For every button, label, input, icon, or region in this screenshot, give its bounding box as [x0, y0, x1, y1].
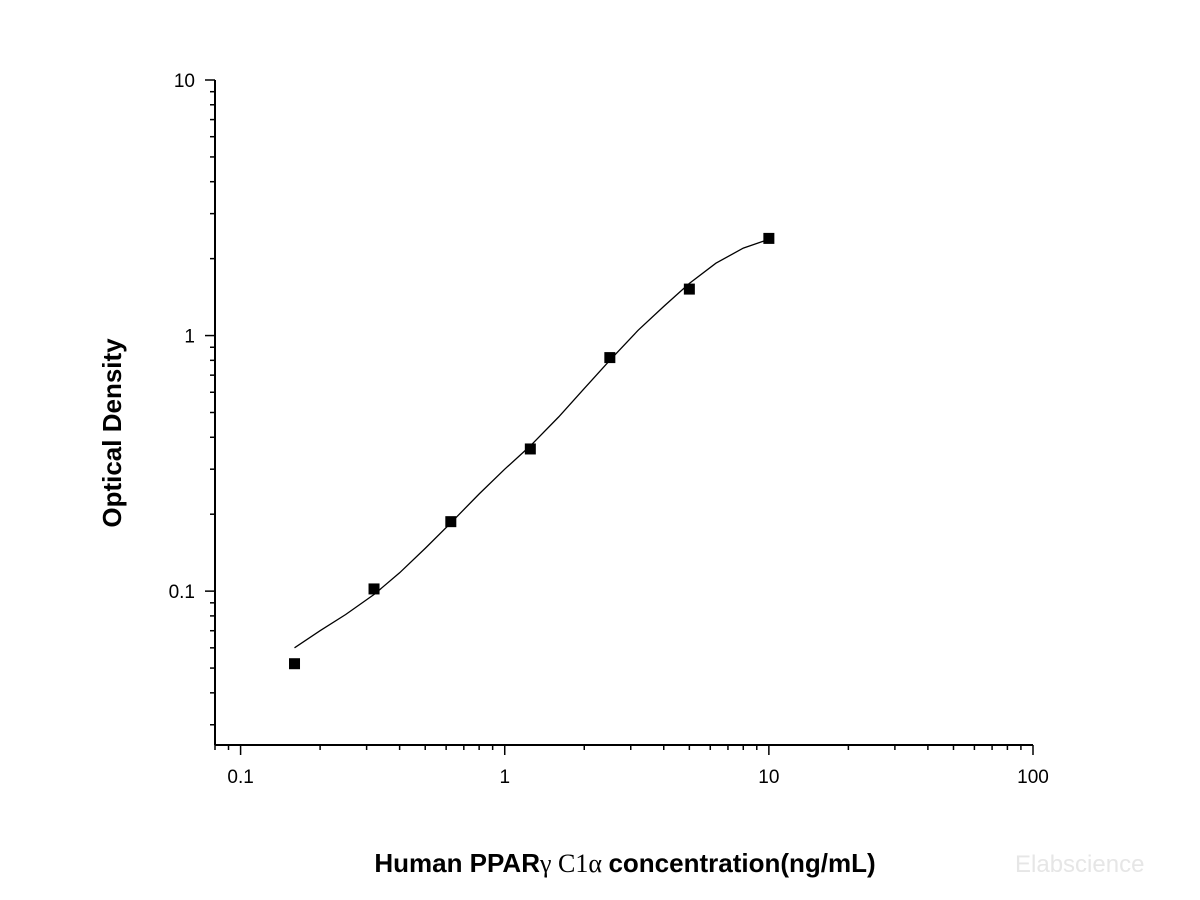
x-tick-label: 100	[1017, 767, 1049, 788]
x-tick-label: 10	[758, 767, 779, 788]
data-point	[445, 516, 457, 528]
x-axis-ticks: 0.1 1 10 100	[214, 745, 1049, 788]
data-point	[368, 583, 380, 595]
data-point	[763, 232, 775, 244]
x-axis-label-part-3: concentration(ng/mL)	[608, 848, 875, 878]
y-tick-label: 1	[184, 327, 195, 348]
x-tick-label: 0.1	[227, 767, 253, 788]
data-point	[524, 443, 536, 455]
y-tick-label: 0.1	[169, 582, 195, 603]
x-axis-label-part-1: Human PPAR	[374, 848, 540, 878]
axes	[214, 80, 1033, 746]
x-axis-label: Human PPARγ C1α concentration(ng/mL)	[374, 848, 875, 878]
y-axis-label: Optical Density	[97, 338, 127, 528]
watermark: Elabscience	[1015, 851, 1144, 878]
data-point	[683, 283, 695, 295]
x-tick-label: 1	[499, 767, 510, 788]
data-point	[289, 658, 301, 670]
y-tick-label: 10	[174, 71, 195, 92]
x-axis-label-part-2: γ C1α	[539, 849, 608, 878]
y-axis-ticks: 0.1 1 10	[169, 71, 215, 726]
data-points-layer	[289, 232, 775, 670]
data-point	[604, 352, 616, 364]
